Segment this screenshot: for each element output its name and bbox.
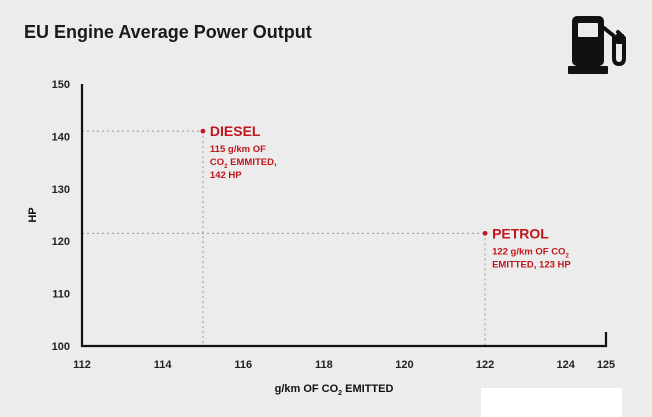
y-axis-title: HP <box>27 207 39 222</box>
data-point-marker <box>200 128 206 134</box>
y-tick-labels: 100 110 120 130 140 150 <box>52 79 70 353</box>
x-tick-label: 114 <box>154 359 173 371</box>
x-tick-label: 118 <box>315 359 333 371</box>
x-tick-labels: 112 114 116 118 120 122 124 125 <box>73 359 615 371</box>
data-point-name: PETROL <box>492 225 549 241</box>
y-tick-label: 110 <box>52 289 70 301</box>
data-point-label: CO2 EMMITED, <box>210 157 277 170</box>
fuel-pump-icon <box>568 16 626 74</box>
data-point-label: 122 g/km OF CO2 <box>492 246 569 259</box>
data-point-marker <box>482 230 488 236</box>
x-tick-label: 125 <box>597 359 615 371</box>
data-point-label: 142 HP <box>210 170 242 181</box>
x-tick-label: 124 <box>557 359 576 371</box>
y-tick-label: 100 <box>52 341 70 353</box>
blank-panel <box>481 388 622 417</box>
x-tick-label: 116 <box>234 359 252 371</box>
y-tick-label: 120 <box>52 236 70 248</box>
y-tick-label: 140 <box>52 131 70 143</box>
data-point-label: EMITTED, 123 HP <box>492 259 571 270</box>
page-title: EU Engine Average Power Output <box>24 22 312 42</box>
chart-axes <box>80 84 608 348</box>
x-tick-label: 112 <box>73 359 91 371</box>
guide-lines <box>82 130 486 346</box>
x-axis-title: g/km OF CO2 EMITTED <box>275 383 394 397</box>
data-point-name: DIESEL <box>210 123 261 139</box>
data-point-label: 115 g/km OF <box>210 144 266 155</box>
y-tick-label: 150 <box>52 79 70 91</box>
y-tick-label: 130 <box>52 184 70 196</box>
x-tick-label: 120 <box>395 359 413 371</box>
data-points: DIESEL 115 g/km OF CO2 EMMITED,142 HP PETRO… <box>200 123 571 270</box>
x-tick-label: 122 <box>476 359 494 371</box>
